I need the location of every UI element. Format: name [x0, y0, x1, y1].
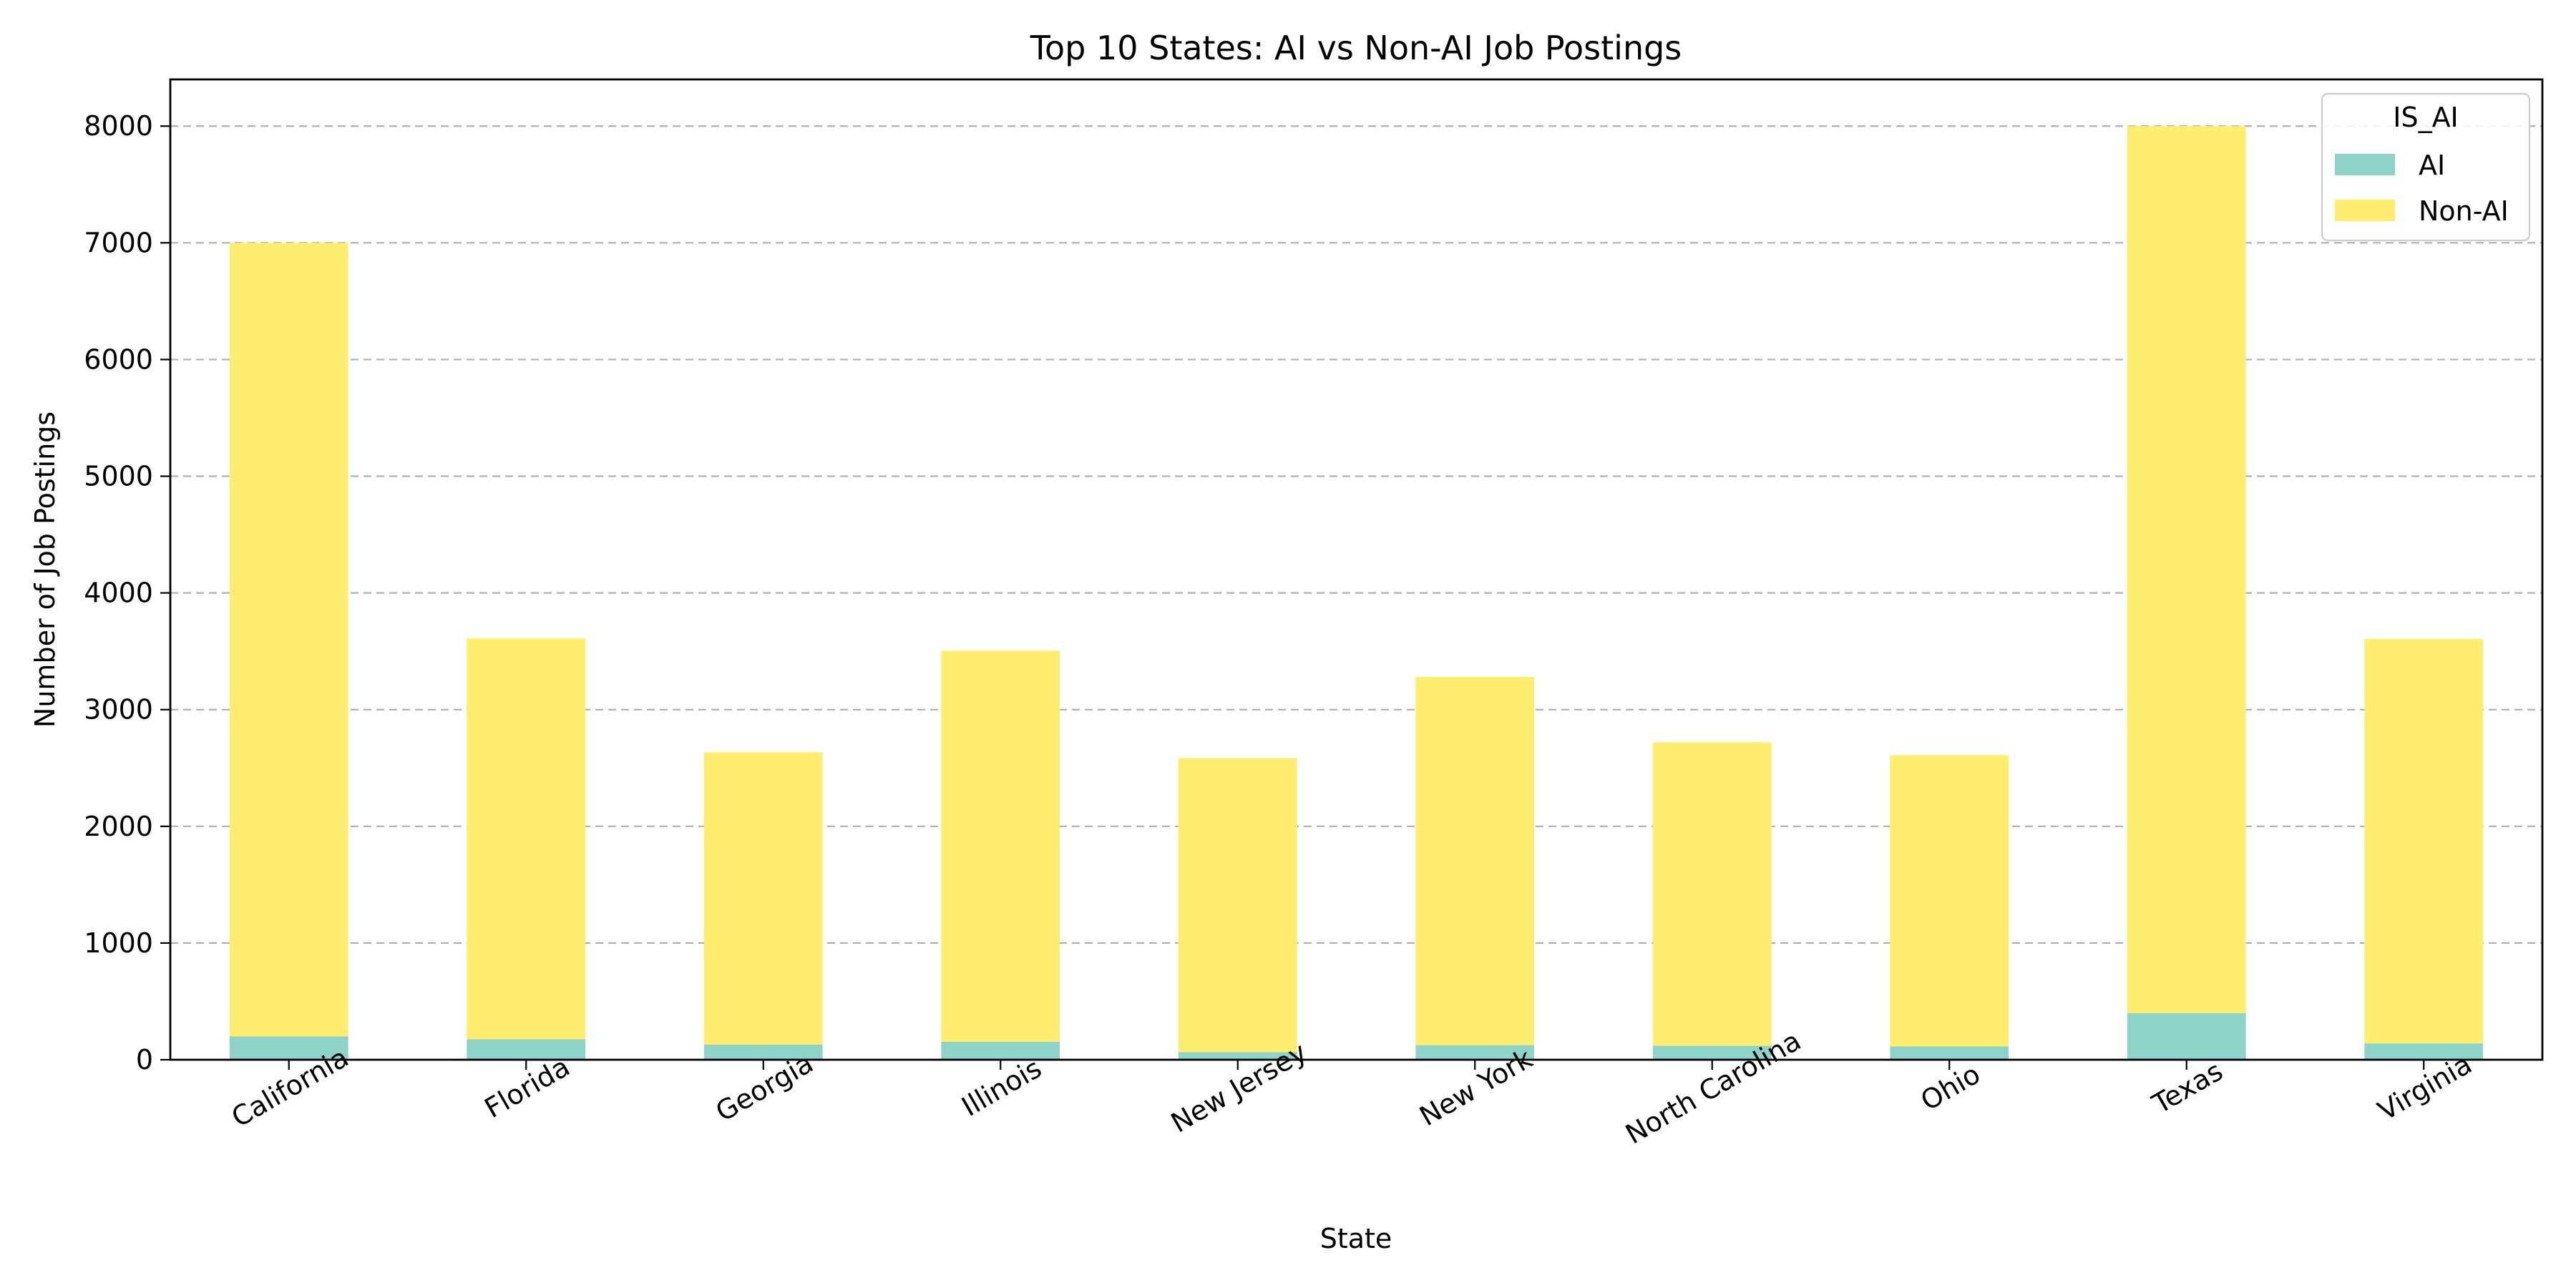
bar-non-ai-texas	[2127, 126, 2246, 1013]
plot-frame	[169, 78, 2544, 1061]
bar-non-ai-georgia	[703, 752, 823, 1045]
bar-ai-texas	[2127, 1013, 2246, 1060]
y-tick-label: 1000	[84, 927, 153, 959]
bar-non-ai-california	[229, 243, 348, 1037]
legend-swatch-ai	[2335, 154, 2395, 175]
bar-ai-north-carolina	[1652, 1045, 1772, 1060]
y-tick-label: 8000	[84, 110, 153, 142]
y-axis-label: Number of Job Postings	[29, 411, 61, 728]
y-axis: 0 1000 2000 3000 4000 5000 6000 7000 8000	[84, 110, 170, 1075]
bar-ai-georgia	[703, 1044, 823, 1060]
bar-ai-new-jersey	[1178, 1052, 1297, 1060]
y-tick-label: 0	[136, 1044, 153, 1075]
bar-non-ai-virginia	[2364, 639, 2484, 1044]
legend-label-ai: AI	[2419, 150, 2445, 181]
x-tick-label: Florida	[479, 1050, 575, 1124]
y-tick-label: 7000	[84, 227, 153, 258]
y-tick-label: 4000	[84, 577, 153, 609]
x-tick-label: Illinois	[957, 1053, 1047, 1123]
bar-ai-florida	[467, 1039, 586, 1060]
x-tick-label: Ohio	[1916, 1058, 1986, 1117]
y-tick-label: 5000	[84, 461, 153, 492]
y-tick-label: 2000	[84, 811, 153, 842]
legend-label-non-ai: Non-AI	[2419, 195, 2509, 227]
legend-title: IS_AI	[2393, 102, 2459, 133]
chart-title: Top 10 States: AI vs Non-AI Job Postings	[1030, 29, 1682, 67]
y-tick-label: 6000	[84, 343, 153, 375]
bar-non-ai-north-carolina	[1652, 742, 1772, 1046]
x-axis-label: State	[1320, 1223, 1392, 1254]
bar-ai-ohio	[1890, 1046, 2009, 1060]
bar-ai-new-york	[1415, 1045, 1535, 1060]
bar-non-ai-ohio	[1890, 755, 2009, 1047]
bar-non-ai-florida	[467, 638, 586, 1040]
bar-non-ai-new-jersey	[1178, 758, 1297, 1053]
bar-ai-california	[229, 1036, 348, 1060]
y-tick-label: 3000	[84, 694, 153, 726]
bar-non-ai-illinois	[941, 650, 1060, 1042]
legend: IS_AI AI Non-AI	[2321, 92, 2531, 242]
bar-non-ai-new-york	[1415, 677, 1535, 1045]
bar-ai-virginia	[2364, 1043, 2484, 1060]
legend-swatch-non-ai	[2335, 200, 2395, 221]
bars	[229, 126, 2484, 1060]
bar-ai-illinois	[941, 1041, 1060, 1060]
